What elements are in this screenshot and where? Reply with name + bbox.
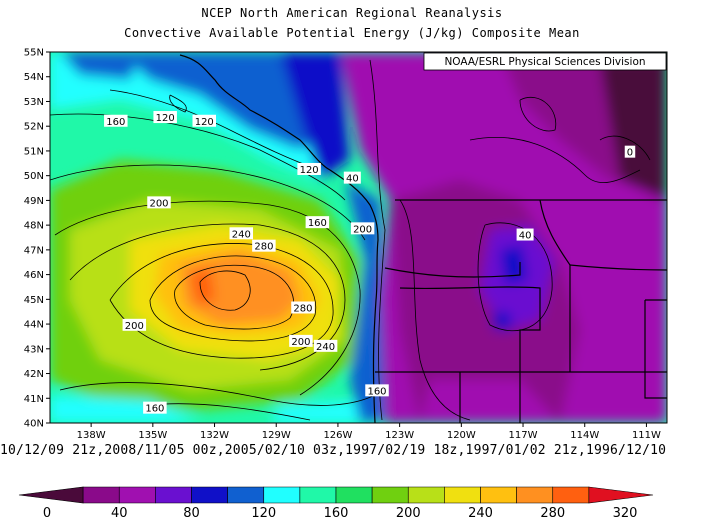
- contour-label-text: 240: [232, 229, 251, 240]
- lon-tick-label: 138W: [77, 430, 106, 441]
- lat-tick-label: 44N: [24, 320, 44, 331]
- lat-tick-label: 46N: [24, 270, 44, 281]
- lat-tick-label: 50N: [24, 171, 44, 182]
- contour-label-text: 240: [316, 342, 335, 353]
- contour-label-text: 160: [367, 386, 386, 397]
- lat-tick-label: 43N: [24, 344, 44, 355]
- contour-label-text: 280: [293, 303, 312, 314]
- lat-tick-label: 41N: [24, 394, 44, 405]
- contour-label-text: 200: [353, 224, 372, 235]
- lon-tick-label: 135W: [138, 430, 167, 441]
- contour-label: 40: [343, 171, 361, 185]
- colorbar-swatch: [191, 486, 228, 504]
- colorbar-swatch: [371, 486, 409, 504]
- contour-label-text: 0: [627, 148, 633, 159]
- colorbar-swatch: [82, 486, 120, 504]
- contour-labels: 160 120 1201204020016020024028040280200200…: [104, 111, 636, 415]
- latitude-axis: 55N 54N 53N 52N 51N 50N 49N 48N 47N 46N 45N 44N 43N 4…: [24, 48, 50, 430]
- colorbar-label: 320: [613, 506, 638, 521]
- colorbar-swatch: [18, 486, 84, 504]
- lat-tick-label: 49N: [24, 196, 44, 207]
- lat-tick-label: 48N: [24, 221, 44, 232]
- contour-label: 160: [365, 384, 389, 397]
- credit-text: NOAA/ESRL Physical Sciences Division: [444, 56, 645, 68]
- contour-label: 0: [624, 145, 636, 159]
- lat-tick-label: 45N: [24, 295, 44, 306]
- contour-label-text: 120: [195, 117, 214, 128]
- lat-tick-label: 51N: [24, 146, 44, 157]
- lon-tick-label: 129W: [262, 430, 291, 441]
- lat-tick-label: 40N: [24, 419, 44, 430]
- colorbar-label: 240: [468, 506, 493, 521]
- contour-label: 40: [516, 228, 534, 242]
- contour-label: 200: [350, 222, 375, 235]
- lon-tick-label: 117W: [509, 430, 538, 441]
- colorbar-swatch: [516, 486, 554, 504]
- colorbar-swatch: [155, 486, 192, 504]
- colorbar-swatch: [118, 486, 156, 504]
- contour-label: 120: [153, 111, 177, 124]
- colorbar-label: 160: [324, 506, 349, 521]
- colorbar-label: 200: [396, 506, 421, 521]
- contour-label: 120: [297, 162, 321, 176]
- contour-label-text: 120: [300, 165, 319, 176]
- colorbar: 0 40 80 120 160 200 240 280 320: [18, 486, 654, 521]
- lat-tick-label: 52N: [24, 122, 44, 133]
- colorbar-label: 120: [251, 506, 276, 521]
- contour-label: 160: [305, 216, 330, 229]
- contour-label: 200: [289, 334, 313, 348]
- colorbar-swatch: [335, 486, 373, 504]
- lat-tick-label: 53N: [24, 97, 44, 108]
- contour-label: 240: [229, 227, 254, 240]
- colorbar-swatch: [480, 486, 517, 504]
- contour-label: 280: [252, 239, 276, 253]
- composite-dates: 10/12/09 21z,2008/11/05 00z,2005/02/10 0…: [0, 443, 667, 458]
- contour-label-text: 200: [291, 337, 310, 348]
- colorbar-label: 280: [540, 506, 565, 521]
- contour-label: 240: [313, 339, 338, 353]
- colorbar-swatch: [552, 486, 590, 504]
- colorbar-label: 0: [43, 506, 51, 521]
- lat-tick-label: 47N: [24, 245, 44, 256]
- lat-tick-label: 42N: [24, 369, 44, 380]
- map-subtitle: Convective Available Potential Energy (J…: [124, 26, 580, 40]
- colorbar-swatch: [263, 486, 301, 504]
- credit-box: NOAA/ESRL Physical Sciences Division: [423, 52, 667, 71]
- contour-label-text: 160: [106, 117, 125, 128]
- contour-label: 120: [192, 114, 216, 128]
- contour-label: 280: [291, 301, 315, 314]
- lat-tick-label: 54N: [24, 72, 44, 83]
- colorbar-swatch: [299, 486, 337, 504]
- contour-label-text: 280: [254, 242, 273, 253]
- contour-label-text: 160: [308, 218, 327, 229]
- contour-label-text: 120: [156, 113, 175, 124]
- contour-label: 160: [143, 401, 167, 415]
- contour-label-text: 40: [346, 174, 359, 185]
- lon-tick-label: 111W: [632, 430, 661, 441]
- contour-label: 200: [147, 196, 171, 209]
- contour-label-text: 160: [145, 404, 164, 415]
- contour-label-text: 40: [519, 231, 532, 242]
- lon-tick-label: 123W: [385, 430, 414, 441]
- contour-label: 160: [104, 114, 128, 128]
- lon-tick-label: 132W: [200, 430, 229, 441]
- colorbar-swatch: [588, 486, 654, 504]
- map-title: NCEP North American Regional Reanalysis: [201, 6, 503, 20]
- contour-label-text: 200: [149, 198, 168, 209]
- longitude-axis: 138W 135W 132W 129W 126W 123W 120W 117W 114W 111W: [77, 423, 661, 441]
- contour-label-text: 200: [125, 321, 144, 332]
- colorbar-label: 80: [183, 506, 200, 521]
- lon-tick-label: 114W: [570, 430, 599, 441]
- colorbar-swatch: [444, 486, 481, 504]
- lon-tick-label: 126W: [323, 430, 352, 441]
- contour-label: 200: [122, 318, 147, 332]
- colorbar-swatch: [227, 486, 265, 504]
- colorbar-label: 40: [111, 506, 128, 521]
- lat-tick-label: 55N: [24, 48, 44, 59]
- colorbar-swatch: [407, 486, 445, 504]
- lon-tick-label: 120W: [447, 430, 476, 441]
